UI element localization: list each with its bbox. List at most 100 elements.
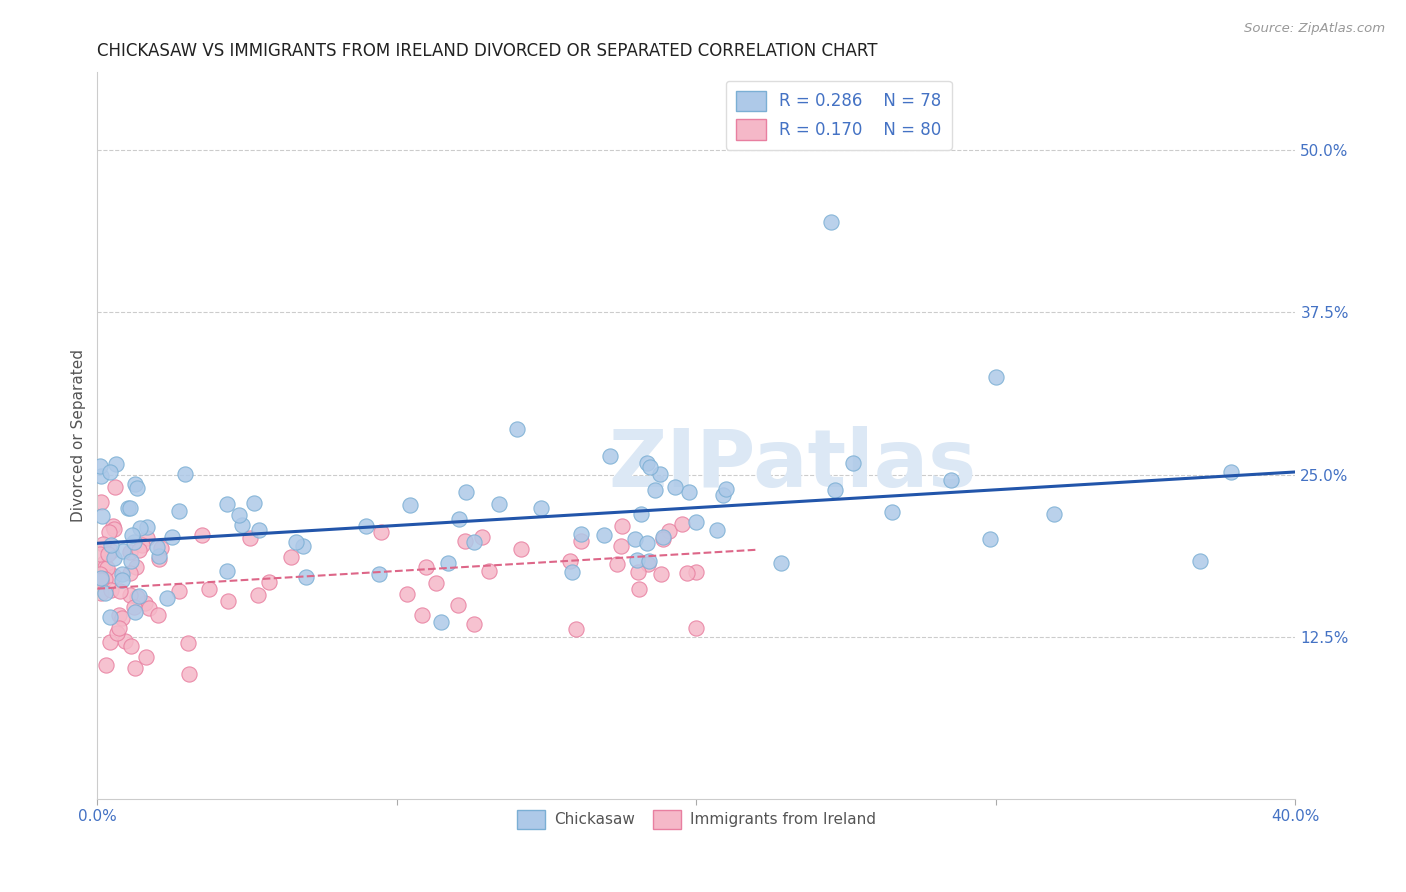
Point — [637, 554, 659, 568]
Point — [685, 621, 707, 635]
Point — [984, 370, 1007, 384]
Text: ZIPatlas: ZIPatlas — [609, 425, 976, 504]
Point — [637, 557, 659, 571]
Point — [569, 533, 592, 548]
Point — [148, 607, 170, 622]
Point — [610, 519, 633, 533]
Point — [134, 596, 156, 610]
Point — [129, 521, 152, 535]
Point — [636, 536, 658, 550]
Point — [128, 542, 150, 557]
Point — [90, 508, 112, 523]
Point — [103, 522, 125, 536]
Point — [131, 538, 153, 552]
Point — [100, 582, 122, 597]
Point — [167, 504, 190, 518]
Point — [671, 516, 693, 531]
Point — [112, 544, 135, 558]
Point — [120, 640, 142, 654]
Point — [1220, 465, 1243, 479]
Point — [664, 480, 686, 494]
Point — [228, 508, 250, 522]
Point — [488, 497, 510, 511]
Point — [148, 549, 170, 563]
Point — [239, 531, 262, 545]
Point — [658, 524, 681, 538]
Point — [370, 524, 392, 539]
Legend: Chickasaw, Immigrants from Ireland: Chickasaw, Immigrants from Ireland — [510, 804, 882, 835]
Point — [124, 477, 146, 491]
Point — [107, 621, 129, 635]
Point — [122, 599, 145, 614]
Point — [824, 483, 846, 497]
Point — [108, 607, 131, 622]
Point — [1043, 508, 1066, 522]
Point — [231, 518, 253, 533]
Point — [770, 556, 793, 570]
Point — [678, 485, 700, 500]
Point — [454, 533, 477, 548]
Point — [368, 567, 391, 582]
Point — [630, 508, 652, 522]
Point — [90, 571, 112, 585]
Point — [356, 518, 378, 533]
Point — [127, 482, 149, 496]
Point — [676, 566, 699, 580]
Point — [174, 467, 197, 482]
Point — [882, 505, 904, 519]
Point — [509, 542, 531, 557]
Point — [398, 498, 420, 512]
Point — [215, 564, 238, 578]
Point — [648, 467, 671, 481]
Point — [146, 541, 169, 555]
Point — [447, 599, 470, 613]
Point — [636, 456, 658, 470]
Point — [436, 556, 458, 570]
Point — [156, 591, 179, 605]
Point — [650, 566, 672, 581]
Point — [104, 480, 127, 494]
Point — [138, 600, 160, 615]
Point — [128, 589, 150, 603]
Point — [118, 545, 141, 559]
Point — [939, 473, 962, 487]
Point — [243, 495, 266, 509]
Point — [292, 539, 315, 553]
Point — [149, 541, 172, 555]
Point — [121, 527, 143, 541]
Point — [447, 512, 470, 526]
Point — [396, 587, 419, 601]
Point — [118, 566, 141, 580]
Point — [98, 610, 121, 624]
Point — [652, 531, 675, 545]
Point — [191, 528, 214, 542]
Point — [610, 539, 633, 553]
Point — [122, 535, 145, 549]
Point — [108, 584, 131, 599]
Point — [100, 539, 122, 553]
Point — [285, 535, 308, 549]
Point — [120, 554, 142, 568]
Point — [89, 547, 111, 561]
Point — [135, 520, 157, 534]
Point — [111, 610, 134, 624]
Y-axis label: Divorced or Separated: Divorced or Separated — [72, 349, 86, 522]
Point — [96, 561, 118, 575]
Point — [136, 531, 159, 545]
Point — [198, 582, 221, 596]
Point — [820, 214, 842, 228]
Point — [114, 634, 136, 648]
Point — [415, 560, 437, 574]
Point — [117, 500, 139, 515]
Point — [714, 483, 737, 497]
Point — [411, 607, 433, 622]
Point — [592, 528, 614, 542]
Point — [626, 565, 648, 579]
Point — [564, 622, 586, 636]
Point — [89, 567, 111, 582]
Point — [96, 547, 118, 561]
Point — [257, 575, 280, 590]
Point — [98, 635, 121, 649]
Text: Source: ZipAtlas.com: Source: ZipAtlas.com — [1244, 22, 1385, 36]
Point — [104, 457, 127, 471]
